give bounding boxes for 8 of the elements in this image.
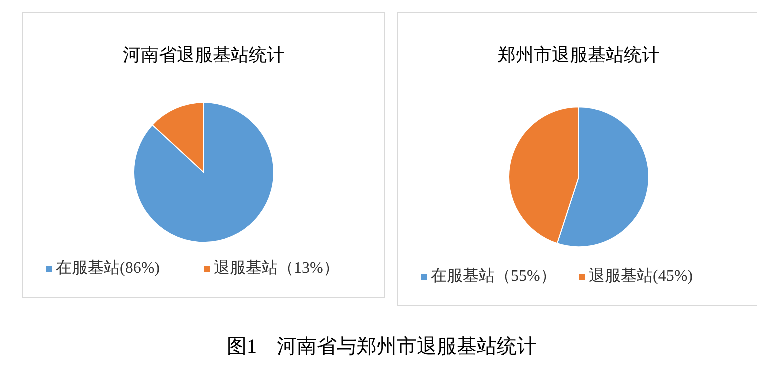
chart-title: 河南省退服基站统计 xyxy=(123,45,285,65)
caption: 图1 河南省与郑州市退服基站统计 xyxy=(227,336,537,358)
chart-title: 郑州市退服基站统计 xyxy=(498,45,660,65)
legend-label: 在服基站（55%） xyxy=(431,267,556,285)
legend-label: 退服基站（13%） xyxy=(214,259,340,277)
legend-label: 退服基站(45%) xyxy=(589,267,693,285)
pie-slice xyxy=(134,102,274,244)
legend-label: 在服基站(86%) xyxy=(56,259,160,277)
